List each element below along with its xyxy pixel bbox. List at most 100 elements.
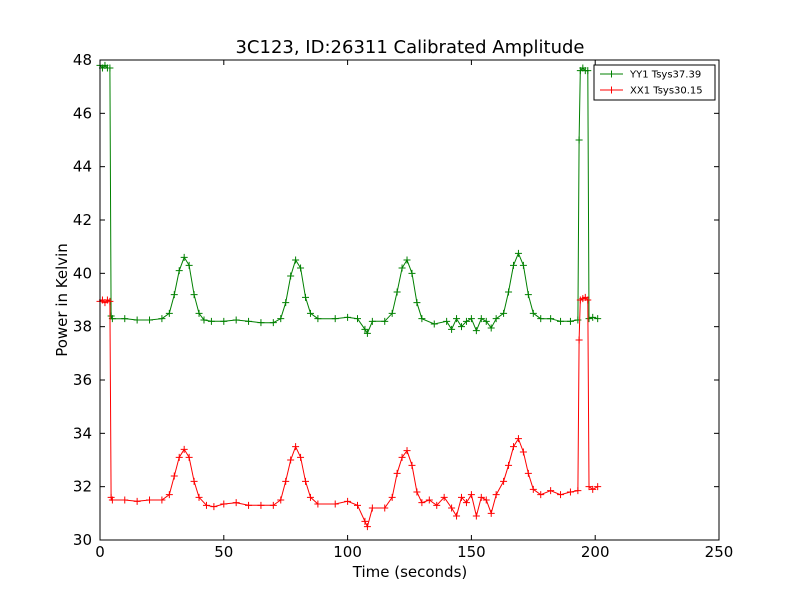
legend-marker-xx1 <box>608 86 615 94</box>
data-point <box>505 461 513 469</box>
data-point <box>200 316 208 324</box>
data-point <box>519 261 527 269</box>
data-point <box>594 315 602 323</box>
chart-title: 3C123, ID:26311 Calibrated Amplitude <box>235 37 584 58</box>
data-point <box>282 299 290 307</box>
data-point <box>594 483 602 491</box>
series-0 <box>96 61 602 337</box>
data-point <box>146 316 154 324</box>
data-point <box>398 453 406 461</box>
data-point <box>121 315 129 323</box>
x-tick-label: 100 <box>333 543 362 561</box>
data-point <box>472 512 480 520</box>
data-point <box>524 469 532 477</box>
x-axis-title: Time (seconds) <box>352 563 468 581</box>
data-point <box>477 493 485 501</box>
data-point <box>361 517 369 525</box>
data-point <box>575 336 583 344</box>
data-point <box>381 317 389 325</box>
data-point <box>361 325 369 333</box>
data-point <box>306 493 314 501</box>
data-point <box>529 485 537 493</box>
data-point <box>413 299 421 307</box>
data-point <box>363 523 371 531</box>
data-point <box>408 461 416 469</box>
data-point <box>302 293 310 301</box>
data-point <box>175 267 183 275</box>
data-point <box>297 264 305 272</box>
data-point <box>363 329 371 337</box>
data-point <box>433 501 441 509</box>
data-point <box>220 500 228 508</box>
data-point <box>302 477 310 485</box>
data-point <box>292 443 300 451</box>
data-point <box>575 136 583 144</box>
y-tick-label: 46 <box>73 104 92 122</box>
data-point <box>430 320 438 328</box>
data-point <box>106 297 114 305</box>
data-point <box>331 315 339 323</box>
x-tick-label: 50 <box>214 543 233 561</box>
data-point <box>453 512 461 520</box>
x-tick-label: 200 <box>581 543 610 561</box>
data-point <box>185 261 193 269</box>
y-tick-label: 36 <box>73 371 92 389</box>
data-point <box>344 497 352 505</box>
data-point <box>574 316 582 324</box>
data-point <box>519 448 527 456</box>
data-point <box>547 315 555 323</box>
data-point <box>505 288 513 296</box>
data-point <box>557 491 565 499</box>
data-point <box>133 497 141 505</box>
data-point <box>408 269 416 277</box>
data-point <box>453 315 461 323</box>
data-point <box>425 496 433 504</box>
data-point <box>462 317 470 325</box>
data-point <box>492 315 500 323</box>
data-point <box>418 315 426 323</box>
data-point <box>585 315 593 323</box>
data-point <box>393 469 401 477</box>
data-point <box>413 488 421 496</box>
y-tick-label: 38 <box>73 318 92 336</box>
data-point <box>121 496 129 504</box>
data-point <box>354 501 362 509</box>
data-point <box>448 504 456 512</box>
data-point <box>190 477 198 485</box>
data-point <box>487 324 495 332</box>
data-point <box>165 491 173 499</box>
y-tick-label: 40 <box>73 264 92 282</box>
data-point <box>133 316 141 324</box>
data-point <box>589 313 597 321</box>
data-point <box>500 309 508 317</box>
data-point <box>210 503 218 511</box>
data-point <box>269 501 277 509</box>
data-point <box>566 317 574 325</box>
data-point <box>566 488 574 496</box>
data-point <box>537 491 545 499</box>
data-point <box>457 493 465 501</box>
series-line <box>99 296 598 529</box>
data-point <box>398 264 406 272</box>
data-point <box>158 496 166 504</box>
data-point <box>557 317 565 325</box>
legend-label-yy1: YY1 Tsys37.39 <box>629 70 701 81</box>
data-point <box>492 491 500 499</box>
data-point <box>158 315 166 323</box>
data-point <box>403 447 411 455</box>
data-point <box>589 485 597 493</box>
data-point <box>537 315 545 323</box>
x-tick-label: 150 <box>457 543 486 561</box>
data-point <box>368 504 376 512</box>
data-point <box>257 319 265 327</box>
data-point <box>393 288 401 296</box>
data-point <box>472 327 480 335</box>
data-point <box>220 317 228 325</box>
data-point <box>287 272 295 280</box>
data-point <box>467 491 475 499</box>
y-tick-label: 32 <box>73 478 92 496</box>
data-point <box>170 472 178 480</box>
data-point <box>297 453 305 461</box>
plot-frame <box>99 59 720 541</box>
